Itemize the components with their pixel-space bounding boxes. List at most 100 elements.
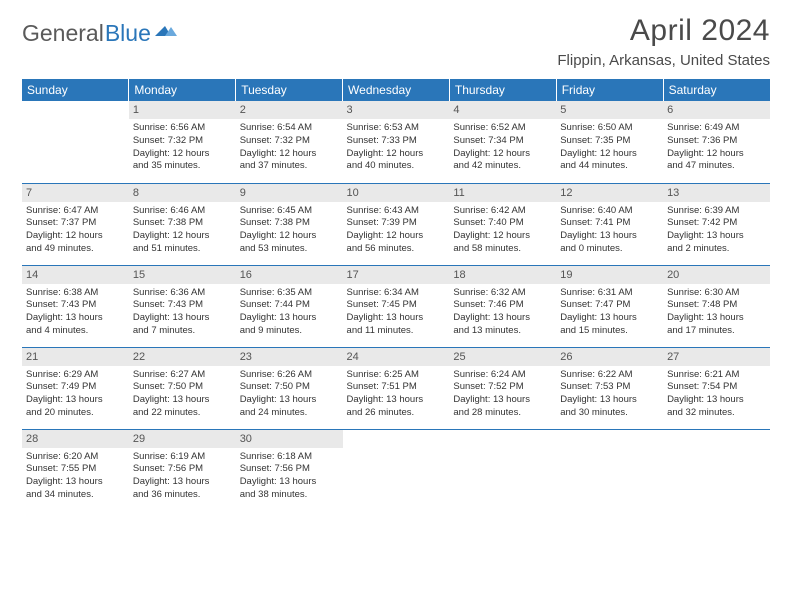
day-details: Sunrise: 6:34 AMSunset: 7:45 PMDaylight:… (343, 284, 450, 340)
day-details: Sunrise: 6:21 AMSunset: 7:54 PMDaylight:… (663, 366, 770, 422)
day-detail-line: Sunrise: 6:42 AM (453, 205, 552, 218)
day-detail-line: Sunset: 7:51 PM (347, 381, 446, 394)
day-detail-line: Sunset: 7:37 PM (26, 217, 125, 230)
day-details: Sunrise: 6:46 AMSunset: 7:38 PMDaylight:… (129, 202, 236, 258)
calendar-day-cell: 10Sunrise: 6:43 AMSunset: 7:39 PMDayligh… (343, 183, 450, 265)
day-detail-line: and 36 minutes. (133, 489, 232, 502)
day-detail-line: Sunset: 7:33 PM (347, 135, 446, 148)
day-detail-line: Sunrise: 6:53 AM (347, 122, 446, 135)
day-detail-line: and 26 minutes. (347, 407, 446, 420)
calendar-day-cell: .. (663, 429, 770, 511)
calendar-day-cell: 15Sunrise: 6:36 AMSunset: 7:43 PMDayligh… (129, 265, 236, 347)
day-number: 28 (22, 430, 129, 448)
calendar-day-cell: 16Sunrise: 6:35 AMSunset: 7:44 PMDayligh… (236, 265, 343, 347)
day-detail-line: Sunrise: 6:45 AM (240, 205, 339, 218)
calendar-day-cell: 19Sunrise: 6:31 AMSunset: 7:47 PMDayligh… (556, 265, 663, 347)
day-number: 3 (343, 101, 450, 119)
day-detail-line: and 2 minutes. (667, 243, 766, 256)
day-detail-line: Daylight: 13 hours (26, 394, 125, 407)
day-detail-line: and 49 minutes. (26, 243, 125, 256)
day-detail-line: Sunset: 7:41 PM (560, 217, 659, 230)
day-details: Sunrise: 6:26 AMSunset: 7:50 PMDaylight:… (236, 366, 343, 422)
day-details: Sunrise: 6:47 AMSunset: 7:37 PMDaylight:… (22, 202, 129, 258)
calendar-day-cell: .. (22, 101, 129, 183)
day-details: Sunrise: 6:35 AMSunset: 7:44 PMDaylight:… (236, 284, 343, 340)
day-details: Sunrise: 6:30 AMSunset: 7:48 PMDaylight:… (663, 284, 770, 340)
day-details: Sunrise: 6:54 AMSunset: 7:32 PMDaylight:… (236, 119, 343, 175)
day-details: Sunrise: 6:18 AMSunset: 7:56 PMDaylight:… (236, 448, 343, 504)
calendar-day-cell: 9Sunrise: 6:45 AMSunset: 7:38 PMDaylight… (236, 183, 343, 265)
day-detail-line: Sunrise: 6:36 AM (133, 287, 232, 300)
calendar-day-cell: 28Sunrise: 6:20 AMSunset: 7:55 PMDayligh… (22, 429, 129, 511)
day-number: 26 (556, 348, 663, 366)
day-number: 10 (343, 184, 450, 202)
day-detail-line: Sunset: 7:39 PM (347, 217, 446, 230)
day-detail-line: Daylight: 13 hours (240, 476, 339, 489)
day-detail-line: Sunrise: 6:40 AM (560, 205, 659, 218)
day-detail-line: Sunset: 7:52 PM (453, 381, 552, 394)
day-detail-line: and 53 minutes. (240, 243, 339, 256)
calendar-day-cell: 21Sunrise: 6:29 AMSunset: 7:49 PMDayligh… (22, 347, 129, 429)
day-detail-line: Daylight: 13 hours (667, 230, 766, 243)
calendar-day-cell: 13Sunrise: 6:39 AMSunset: 7:42 PMDayligh… (663, 183, 770, 265)
day-detail-line: Daylight: 13 hours (240, 312, 339, 325)
calendar-week-row: 7Sunrise: 6:47 AMSunset: 7:37 PMDaylight… (22, 183, 770, 265)
day-number: 5 (556, 101, 663, 119)
calendar-day-cell: 20Sunrise: 6:30 AMSunset: 7:48 PMDayligh… (663, 265, 770, 347)
day-number: 16 (236, 266, 343, 284)
day-detail-line: and 4 minutes. (26, 325, 125, 338)
day-detail-line: and 32 minutes. (667, 407, 766, 420)
day-detail-line: and 42 minutes. (453, 160, 552, 173)
day-detail-line: Daylight: 13 hours (133, 394, 232, 407)
day-detail-line: Daylight: 13 hours (133, 476, 232, 489)
day-detail-line: Sunrise: 6:43 AM (347, 205, 446, 218)
day-details: Sunrise: 6:27 AMSunset: 7:50 PMDaylight:… (129, 366, 236, 422)
day-detail-line: Sunrise: 6:49 AM (667, 122, 766, 135)
day-detail-line: Daylight: 13 hours (133, 312, 232, 325)
day-detail-line: Daylight: 13 hours (667, 312, 766, 325)
day-number: 22 (129, 348, 236, 366)
day-number: 20 (663, 266, 770, 284)
day-detail-line: Daylight: 12 hours (133, 230, 232, 243)
logo-flag-icon (155, 19, 177, 46)
calendar-day-cell: 1Sunrise: 6:56 AMSunset: 7:32 PMDaylight… (129, 101, 236, 183)
day-number: 30 (236, 430, 343, 448)
day-detail-line: and 35 minutes. (133, 160, 232, 173)
day-number: 14 (22, 266, 129, 284)
logo-text-2: Blue (105, 20, 151, 47)
day-detail-line: and 38 minutes. (240, 489, 339, 502)
day-detail-line: Sunset: 7:38 PM (240, 217, 339, 230)
weekday-header-row: Sunday Monday Tuesday Wednesday Thursday… (22, 80, 770, 102)
month-title: April 2024 (557, 14, 770, 48)
calendar-day-cell: 25Sunrise: 6:24 AMSunset: 7:52 PMDayligh… (449, 347, 556, 429)
day-detail-line: and 51 minutes. (133, 243, 232, 256)
calendar-day-cell: 26Sunrise: 6:22 AMSunset: 7:53 PMDayligh… (556, 347, 663, 429)
calendar-day-cell: 4Sunrise: 6:52 AMSunset: 7:34 PMDaylight… (449, 101, 556, 183)
day-detail-line: Daylight: 12 hours (26, 230, 125, 243)
weekday-header: Thursday (449, 80, 556, 102)
day-detail-line: and 37 minutes. (240, 160, 339, 173)
day-details: Sunrise: 6:50 AMSunset: 7:35 PMDaylight:… (556, 119, 663, 175)
day-details: Sunrise: 6:22 AMSunset: 7:53 PMDaylight:… (556, 366, 663, 422)
location-subtitle: Flippin, Arkansas, United States (557, 52, 770, 69)
day-detail-line: Daylight: 12 hours (453, 148, 552, 161)
day-detail-line: Sunset: 7:43 PM (133, 299, 232, 312)
day-detail-line: and 13 minutes. (453, 325, 552, 338)
day-details: Sunrise: 6:49 AMSunset: 7:36 PMDaylight:… (663, 119, 770, 175)
day-detail-line: Sunset: 7:44 PM (240, 299, 339, 312)
day-detail-line: Sunrise: 6:32 AM (453, 287, 552, 300)
day-detail-line: Daylight: 12 hours (347, 148, 446, 161)
day-detail-line: Sunset: 7:32 PM (240, 135, 339, 148)
weekday-header: Sunday (22, 80, 129, 102)
calendar-day-cell: .. (556, 429, 663, 511)
weekday-header: Monday (129, 80, 236, 102)
day-detail-line: Daylight: 13 hours (26, 312, 125, 325)
day-detail-line: and 17 minutes. (667, 325, 766, 338)
calendar-day-cell: .. (449, 429, 556, 511)
day-detail-line: Daylight: 12 hours (667, 148, 766, 161)
calendar-week-row: ..1Sunrise: 6:56 AMSunset: 7:32 PMDaylig… (22, 101, 770, 183)
day-detail-line: and 34 minutes. (26, 489, 125, 502)
day-detail-line: Daylight: 13 hours (347, 312, 446, 325)
day-detail-line: and 20 minutes. (26, 407, 125, 420)
day-detail-line: Sunset: 7:49 PM (26, 381, 125, 394)
